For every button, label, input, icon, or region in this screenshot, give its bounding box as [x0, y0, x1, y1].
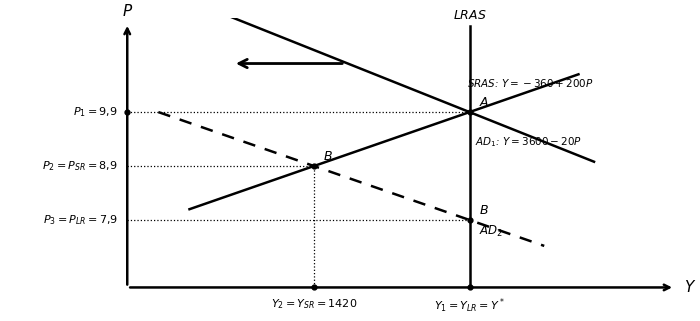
- Text: $AD_2$: $AD_2$: [479, 224, 503, 239]
- Text: $SRAS$: $Y = -360 + 200P$: $SRAS$: $Y = -360 + 200P$: [468, 77, 594, 89]
- Text: $B$: $B$: [323, 150, 333, 163]
- Text: $P_2 = P_{SR} = 8{,}9$: $P_2 = P_{SR} = 8{,}9$: [42, 159, 118, 173]
- Text: $P_1 = 9{,}9$: $P_1 = 9{,}9$: [74, 105, 118, 119]
- Text: $B$: $B$: [479, 204, 489, 217]
- Text: $A$: $A$: [479, 96, 489, 109]
- Text: $Y_2 = Y_{SR} = 1420$: $Y_2 = Y_{SR} = 1420$: [271, 297, 357, 311]
- Text: $P$: $P$: [122, 3, 133, 19]
- Text: $AD_1$: $Y = 3600 - 20P$: $AD_1$: $Y = 3600 - 20P$: [475, 135, 582, 149]
- Text: $Y_1 = Y_{LR} = Y^*$: $Y_1 = Y_{LR} = Y^*$: [434, 297, 505, 315]
- Text: $Y$: $Y$: [685, 280, 696, 295]
- Text: $LRAS$: $LRAS$: [453, 9, 486, 22]
- Text: $P_3 = P_{LR} = 7{,}9$: $P_3 = P_{LR} = 7{,}9$: [43, 213, 118, 227]
